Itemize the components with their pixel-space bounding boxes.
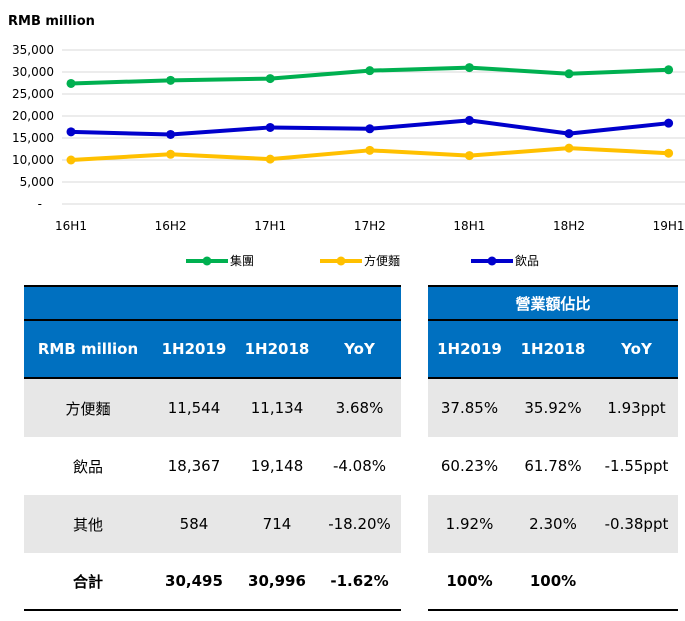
data-point: [664, 118, 674, 128]
table-row: 方便麵 11,544 11,134 3.68%: [24, 378, 401, 437]
data-point: [664, 65, 674, 75]
table-row: 37.85% 35.92% 1.93ppt: [428, 378, 678, 437]
cell-value: 11,544: [152, 378, 236, 437]
data-point: [564, 69, 574, 79]
cell-value: 1.92%: [428, 495, 511, 553]
row-label: 方便麵: [24, 378, 152, 437]
cell-value: 35.92%: [511, 378, 595, 437]
table-row: 1.92% 2.30% -0.38ppt: [428, 495, 678, 553]
cell-value: -4.08%: [332, 457, 387, 475]
data-point: [365, 66, 375, 76]
total-value: 100%: [428, 553, 511, 611]
data-point: [265, 122, 275, 132]
col-header-1h2018: 1H2018: [236, 319, 318, 379]
cell-value: -0.38ppt: [595, 495, 678, 553]
total-value: 30,495: [152, 553, 236, 611]
cell-value: 1.93ppt: [595, 378, 678, 437]
table-total-row: 合計 30,495 30,996 -1.62%: [24, 553, 401, 611]
data-point: [166, 129, 176, 139]
legend-item-beverages: 飲品: [471, 252, 539, 269]
y-tick-label: 20,000: [12, 109, 54, 123]
x-axis-ticks: 16H1 16H2 17H1 17H2 18H1 18H2 19H1: [55, 219, 685, 233]
x-tick-label: 17H2: [354, 219, 386, 233]
cell-value: 60.23%: [440, 457, 499, 475]
y-tick-label: -: [38, 197, 42, 211]
data-point: [464, 63, 474, 73]
gridlines: [62, 49, 685, 205]
table-row: 其他 584 714 -18.20%: [24, 495, 401, 553]
data-point: [66, 127, 76, 137]
chart-legend: 集團 方便麵 飲品: [0, 252, 685, 272]
cell-value: 714: [236, 495, 318, 553]
x-tick-label: 16H1: [55, 219, 87, 233]
legend-item-noodles: 方便麵: [320, 252, 400, 269]
y-axis-ticks: - 5,000 10,000 15,000 20,000 25,000 30,000 35,0…: [12, 43, 54, 211]
table-row: 60.23% 61.78% -1.55ppt: [428, 437, 678, 495]
col-header-1h2018: 1H2018: [511, 319, 595, 379]
cell-value: -1.55ppt: [604, 457, 669, 475]
cell-value: 2.30%: [511, 495, 595, 553]
data-point: [464, 151, 474, 161]
legend-label-group: 集團: [230, 254, 255, 268]
revenue-table: RMB million 1H2019 1H2018 YoY 方便麵 11,544…: [24, 285, 401, 611]
data-point: [564, 129, 574, 139]
y-tick-label: 35,000: [12, 43, 54, 57]
y-tick-label: 5,000: [20, 175, 54, 189]
chart-title: RMB million: [8, 14, 95, 29]
cell-value: 584: [152, 495, 236, 553]
row-label: 飲品: [72, 457, 103, 476]
x-tick-label: 17H1: [254, 219, 286, 233]
total-value: -1.62%: [318, 553, 401, 611]
share-table: 營業額佔比 1H2019 1H2018 YoY 37.85% 35.92% 1.…: [428, 285, 678, 611]
cell-value: 37.85%: [428, 378, 511, 437]
cell-value: 18,367: [167, 457, 221, 475]
legend-item-group: 集團: [186, 252, 254, 269]
col-header-1h2019: 1H2019: [152, 319, 236, 379]
cell-value: 19,148: [250, 457, 304, 475]
data-point: [265, 74, 275, 84]
data-point: [66, 155, 76, 165]
legend-marker-noodles: [320, 256, 362, 265]
x-tick-label: 19H1: [653, 219, 685, 233]
row-label: 其他: [24, 495, 152, 553]
legend-label-beverages: 飲品: [515, 254, 540, 268]
data-point: [265, 154, 275, 164]
y-tick-label: 25,000: [12, 87, 54, 101]
cell-value: 11,134: [236, 378, 318, 437]
legend-marker-beverages: [471, 256, 513, 265]
col-header-unit: RMB million: [24, 319, 152, 379]
legend-marker-group: [186, 256, 228, 265]
series-lines: [66, 63, 674, 165]
cell-value: 3.68%: [318, 378, 401, 437]
line-chart: RMB million - 5,000 10,000 15,000 20,000 25,0…: [8, 14, 685, 233]
data-point: [365, 145, 375, 155]
x-tick-label: 16H2: [155, 219, 187, 233]
data-point: [66, 78, 76, 88]
y-tick-label: 15,000: [12, 131, 54, 145]
y-tick-label: 30,000: [12, 65, 54, 79]
cell-value: -18.20%: [318, 495, 401, 553]
data-point: [166, 75, 176, 85]
data-point: [166, 149, 176, 159]
data-point: [664, 148, 674, 158]
cell-value: 61.78%: [524, 457, 582, 475]
data-point: [464, 115, 474, 125]
total-value: 30,996: [236, 553, 318, 611]
table-total-row: 100% 100%: [428, 553, 678, 611]
total-value: 100%: [511, 553, 595, 611]
share-table-title: 營業額佔比: [428, 285, 678, 320]
total-value: [595, 553, 678, 611]
legend-label-noodles: 方便麵: [364, 254, 401, 268]
table-top-band: [24, 285, 401, 320]
x-tick-label: 18H1: [453, 219, 485, 233]
x-tick-label: 18H2: [553, 219, 585, 233]
y-tick-label: 10,000: [12, 153, 54, 167]
col-header-yoy: YoY: [318, 319, 401, 379]
data-point: [564, 143, 574, 153]
data-point: [365, 124, 375, 134]
total-label: 合計: [24, 553, 152, 611]
table-row: 飲品 18,367 19,148 -4.08%: [24, 437, 401, 495]
col-header-1h2019: 1H2019: [428, 319, 511, 379]
col-header-yoy: YoY: [595, 319, 678, 379]
